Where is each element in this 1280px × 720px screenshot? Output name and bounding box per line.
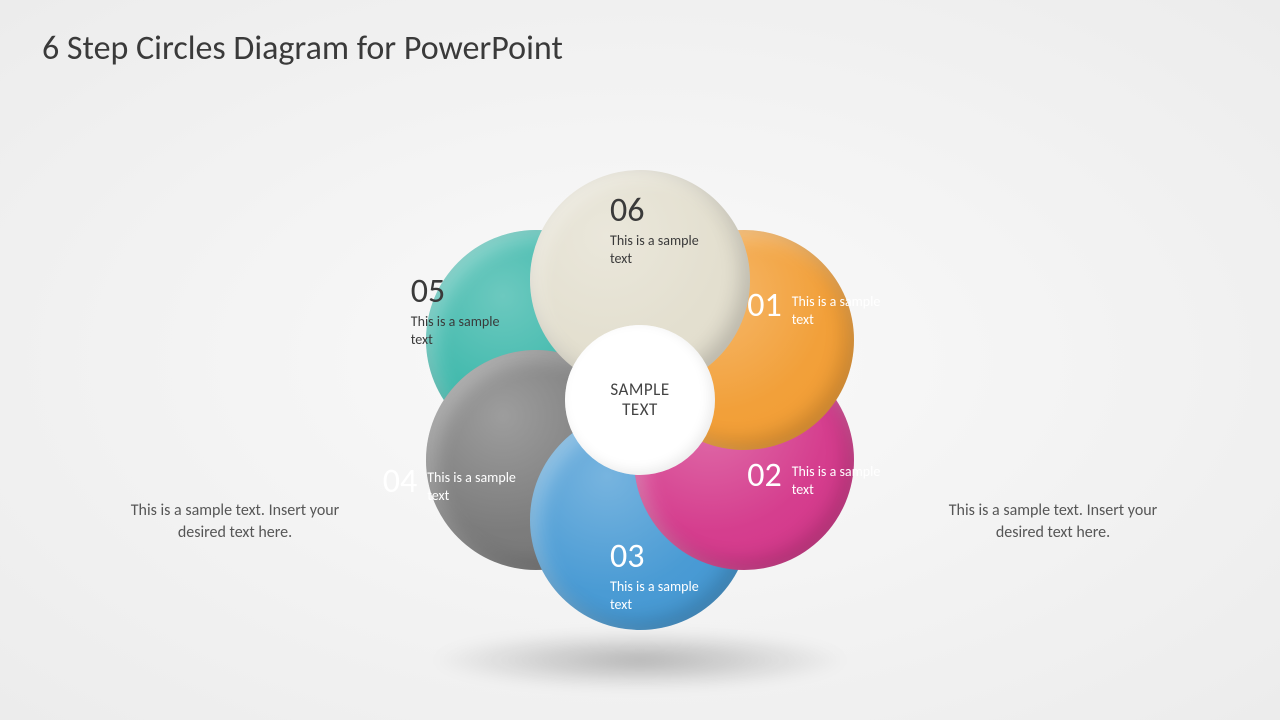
petal-number-06: 06 — [610, 194, 720, 228]
petal-number-02: 02 — [747, 459, 781, 493]
petal-04 — [426, 350, 646, 570]
petal-label-06: 06 This is a sample text — [610, 194, 720, 267]
petal-02 — [634, 350, 854, 570]
petal-05 — [426, 230, 646, 450]
petal-desc-04: This is a sample text — [427, 469, 517, 504]
side-text-right: This is a sample text. Insert your desir… — [938, 500, 1168, 543]
center-label: SAMPLETEXT — [610, 380, 669, 421]
petal-label-05: 05 This is a sample text — [411, 275, 521, 348]
petal-label-01: 01 This is a sample text — [747, 289, 917, 328]
side-text-left: This is a sample text. Insert your desir… — [120, 500, 350, 543]
petal-number-05: 05 — [411, 275, 521, 309]
diagram-drop-shadow — [430, 630, 850, 690]
petal-number-03: 03 — [610, 540, 720, 574]
petal-label-02: 02 This is a sample text — [747, 459, 917, 498]
petal-01 — [634, 230, 854, 450]
petal-06 — [530, 170, 750, 390]
center-circle: SAMPLETEXT — [565, 325, 715, 475]
petal-label-03: 03 This is a sample text — [610, 540, 720, 613]
diagram-stage: SAMPLETEXT 01 This is a sample text 02 This… — [0, 0, 1280, 720]
petal-label-04: 04 This is a sample text — [383, 465, 553, 504]
petal-desc-01: This is a sample text — [792, 293, 882, 328]
petal-number-01: 01 — [747, 289, 781, 323]
petal-03 — [530, 410, 750, 630]
slide-title: 6 Step Circles Diagram for PowerPoint — [42, 28, 563, 69]
petal-desc-02: This is a sample text — [792, 463, 882, 498]
petal-desc-03: This is a sample text — [610, 578, 720, 613]
petal-number-04: 04 — [383, 465, 417, 499]
petal-desc-06: This is a sample text — [610, 232, 720, 267]
petal-desc-05: This is a sample text — [411, 313, 521, 348]
